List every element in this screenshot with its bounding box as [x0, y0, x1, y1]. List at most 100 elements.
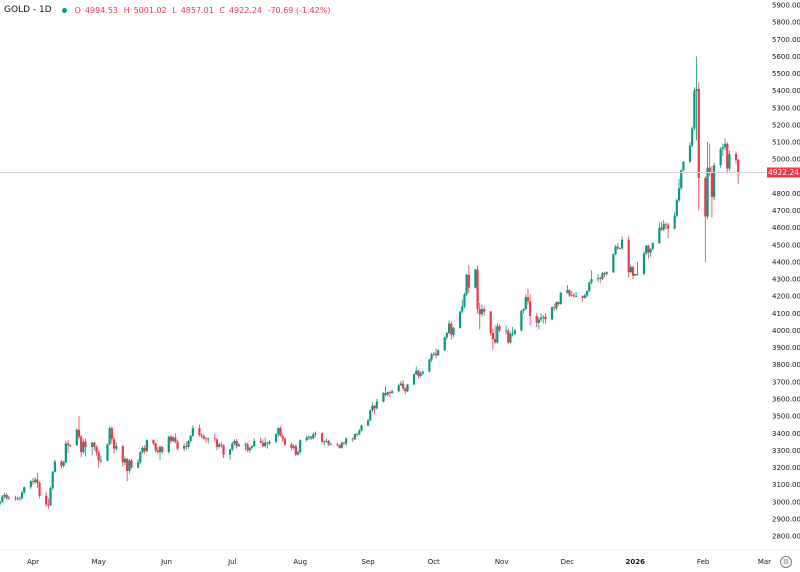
candle[interactable]	[23, 486, 26, 495]
candle[interactable]	[64, 440, 67, 464]
candle[interactable]	[399, 381, 403, 387]
candle[interactable]	[115, 442, 118, 451]
candle[interactable]	[588, 281, 591, 292]
candle[interactable]	[296, 450, 300, 456]
candle[interactable]	[281, 434, 284, 442]
candle[interactable]	[169, 434, 173, 444]
candle[interactable]	[34, 476, 37, 484]
candle[interactable]	[636, 261, 639, 276]
candle[interactable]	[345, 437, 348, 447]
candle[interactable]	[342, 441, 346, 446]
candle[interactable]	[688, 142, 692, 163]
candle[interactable]	[137, 458, 140, 469]
candle[interactable]	[704, 176, 707, 262]
time-axis[interactable]	[0, 550, 800, 572]
candle[interactable]	[45, 492, 48, 507]
candle[interactable]	[682, 160, 685, 172]
candle[interactable]	[126, 458, 129, 482]
candle[interactable]	[677, 178, 681, 202]
candle[interactable]	[292, 444, 295, 450]
candle[interactable]	[535, 313, 538, 328]
candle[interactable]	[60, 459, 63, 469]
candle[interactable]	[526, 288, 530, 305]
candle[interactable]	[706, 142, 709, 220]
candle[interactable]	[651, 242, 654, 250]
candle[interactable]	[154, 442, 157, 453]
candle[interactable]	[618, 247, 622, 250]
candle[interactable]	[634, 273, 637, 276]
candle[interactable]	[97, 450, 100, 468]
candle[interactable]	[504, 325, 508, 335]
candle[interactable]	[167, 435, 170, 453]
candle[interactable]	[3, 492, 6, 499]
candle[interactable]	[310, 435, 313, 441]
candle[interactable]	[152, 439, 155, 446]
candle[interactable]	[434, 348, 438, 358]
candle[interactable]	[474, 268, 477, 289]
candle[interactable]	[14, 495, 17, 501]
candle[interactable]	[493, 325, 497, 345]
candle[interactable]	[432, 351, 435, 357]
candle[interactable]	[542, 315, 545, 324]
candle[interactable]	[599, 276, 602, 284]
candle[interactable]	[312, 432, 315, 440]
candle[interactable]	[121, 445, 124, 467]
candle[interactable]	[478, 303, 481, 330]
candle[interactable]	[675, 198, 678, 218]
candle[interactable]	[75, 428, 78, 447]
candle[interactable]	[603, 271, 606, 278]
candle[interactable]	[233, 439, 236, 446]
candle[interactable]	[183, 443, 186, 452]
candle[interactable]	[726, 142, 729, 173]
candle[interactable]	[38, 481, 41, 499]
candle[interactable]	[388, 390, 392, 398]
candle[interactable]	[369, 409, 372, 422]
candle[interactable]	[568, 289, 571, 298]
candle[interactable]	[450, 321, 453, 340]
candle[interactable]	[29, 479, 32, 489]
candle[interactable]	[128, 458, 131, 474]
candle[interactable]	[489, 310, 492, 336]
candle[interactable]	[266, 441, 269, 449]
candle[interactable]	[397, 383, 400, 393]
candle[interactable]	[82, 439, 85, 454]
candle[interactable]	[412, 373, 416, 386]
candle[interactable]	[200, 433, 203, 439]
candle[interactable]	[511, 327, 514, 337]
candle[interactable]	[31, 477, 35, 485]
candle[interactable]	[553, 303, 556, 311]
candle[interactable]	[294, 444, 297, 457]
candle[interactable]	[417, 369, 420, 379]
candle[interactable]	[708, 143, 711, 177]
candle[interactable]	[445, 332, 449, 340]
candle[interactable]	[299, 439, 302, 454]
candle[interactable]	[406, 383, 409, 393]
candle[interactable]	[550, 306, 554, 321]
candle[interactable]	[36, 472, 39, 489]
candle[interactable]	[279, 426, 282, 437]
candle[interactable]	[314, 431, 317, 437]
candle[interactable]	[18, 496, 21, 501]
candle[interactable]	[719, 147, 722, 168]
candle[interactable]	[191, 425, 194, 437]
candle[interactable]	[277, 427, 280, 437]
candle[interactable]	[667, 222, 670, 238]
candle[interactable]	[373, 404, 376, 415]
candle[interactable]	[463, 292, 466, 309]
candle[interactable]	[93, 441, 96, 451]
symbol-title[interactable]: GOLD - 1D	[4, 5, 52, 15]
candle[interactable]	[710, 166, 713, 218]
candle[interactable]	[176, 440, 179, 451]
candle[interactable]	[631, 266, 635, 280]
candle[interactable]	[404, 386, 407, 394]
candle[interactable]	[544, 313, 547, 324]
candle[interactable]	[16, 496, 19, 501]
candle[interactable]	[246, 442, 249, 453]
candle[interactable]	[161, 446, 164, 454]
candle[interactable]	[590, 270, 593, 285]
candle[interactable]	[360, 424, 363, 432]
price-axis[interactable]	[766, 0, 800, 550]
candle[interactable]	[320, 432, 324, 444]
candle[interactable]	[621, 236, 624, 250]
candle[interactable]	[261, 439, 265, 447]
